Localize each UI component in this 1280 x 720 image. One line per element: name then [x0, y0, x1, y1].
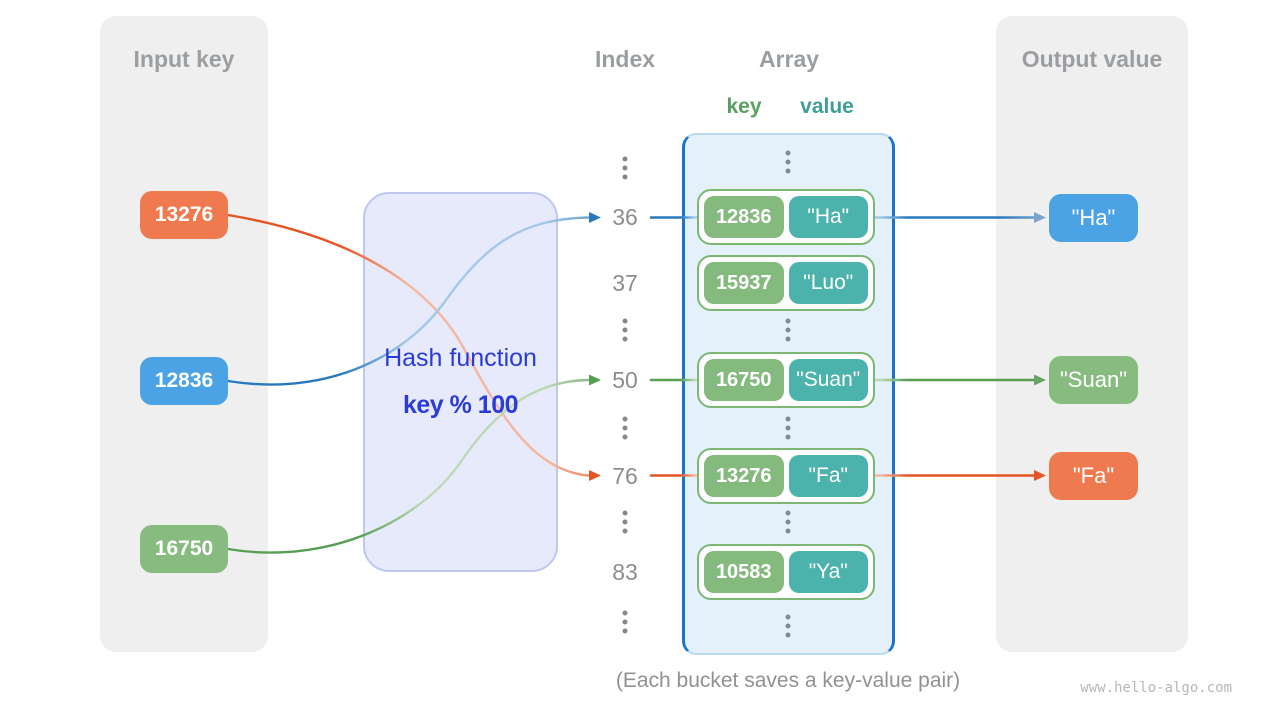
bucket-row-83: 10583 "Ya"	[697, 544, 875, 600]
input-key-16750: 16750	[140, 525, 228, 573]
output-value-fa: "Fa"	[1049, 452, 1138, 500]
input-panel-title: Input key	[133, 46, 235, 72]
ellipsis-icon	[785, 416, 791, 440]
arrowhead-to-output-ha	[1034, 212, 1046, 223]
bucket-value: "Suan"	[788, 359, 868, 401]
output-value-ha: "Ha"	[1049, 194, 1138, 242]
arrow-curve-13276-to-76	[226, 213, 590, 477]
arrowhead-to-index-76	[589, 470, 601, 481]
input-key-13276: 13276	[140, 191, 228, 239]
arrowhead-to-index-36	[589, 212, 601, 223]
ellipsis-icon	[785, 318, 791, 342]
ellipsis-icon	[785, 510, 791, 534]
key-column-header: key	[726, 95, 762, 118]
ellipsis-icon	[785, 614, 791, 638]
bucket-value: "Ha"	[788, 196, 868, 238]
hash-function-box	[363, 192, 558, 572]
index-37: 37	[612, 270, 638, 296]
hash-function-formula: key % 100	[402, 391, 519, 419]
arrowhead-to-output-suan	[1034, 374, 1046, 386]
output-panel-title: Output value	[1021, 46, 1163, 72]
arrowhead-to-output-fa	[1034, 470, 1046, 481]
arrowhead-to-index-50	[589, 374, 601, 386]
value-column-header: value	[800, 95, 854, 118]
bucket-value: "Luo"	[788, 262, 868, 304]
index-83: 83	[612, 559, 638, 585]
array-column-title: Array	[758, 46, 820, 72]
bucket-value: "Ya"	[788, 551, 868, 593]
arrow-curve-16750-to-50	[226, 378, 590, 554]
bucket-row-36: 12836 "Ha"	[697, 189, 875, 245]
bucket-key: 10583	[704, 551, 784, 593]
ellipsis-icon	[622, 416, 628, 440]
bucket-value: "Fa"	[788, 455, 868, 497]
ellipsis-icon	[785, 150, 791, 174]
index-76: 76	[612, 463, 638, 489]
bucket-key: 13276	[704, 455, 784, 497]
diagram-caption: (Each bucket saves a key-value pair)	[615, 669, 961, 692]
index-50: 50	[612, 367, 638, 393]
bucket-row-76: 13276 "Fa"	[697, 448, 875, 504]
ellipsis-icon	[622, 156, 628, 180]
bucket-row-50: 16750 "Suan"	[697, 352, 875, 408]
bucket-row-37: 15937 "Luo"	[697, 255, 875, 311]
index-36: 36	[612, 204, 638, 230]
arrow-curve-12836-to-36	[226, 216, 590, 386]
hash-function-title: Hash function	[384, 344, 537, 372]
watermark: www.hello-algo.com	[1080, 680, 1232, 696]
ellipsis-icon	[622, 510, 628, 534]
input-key-12836: 12836	[140, 357, 228, 405]
index-column-title: Index	[594, 46, 656, 72]
output-value-suan: "Suan"	[1049, 356, 1138, 404]
bucket-key: 16750	[704, 359, 784, 401]
ellipsis-icon	[622, 610, 628, 634]
output-value-panel	[996, 16, 1188, 652]
ellipsis-icon	[622, 318, 628, 342]
bucket-key: 12836	[704, 196, 784, 238]
bucket-key: 15937	[704, 262, 784, 304]
